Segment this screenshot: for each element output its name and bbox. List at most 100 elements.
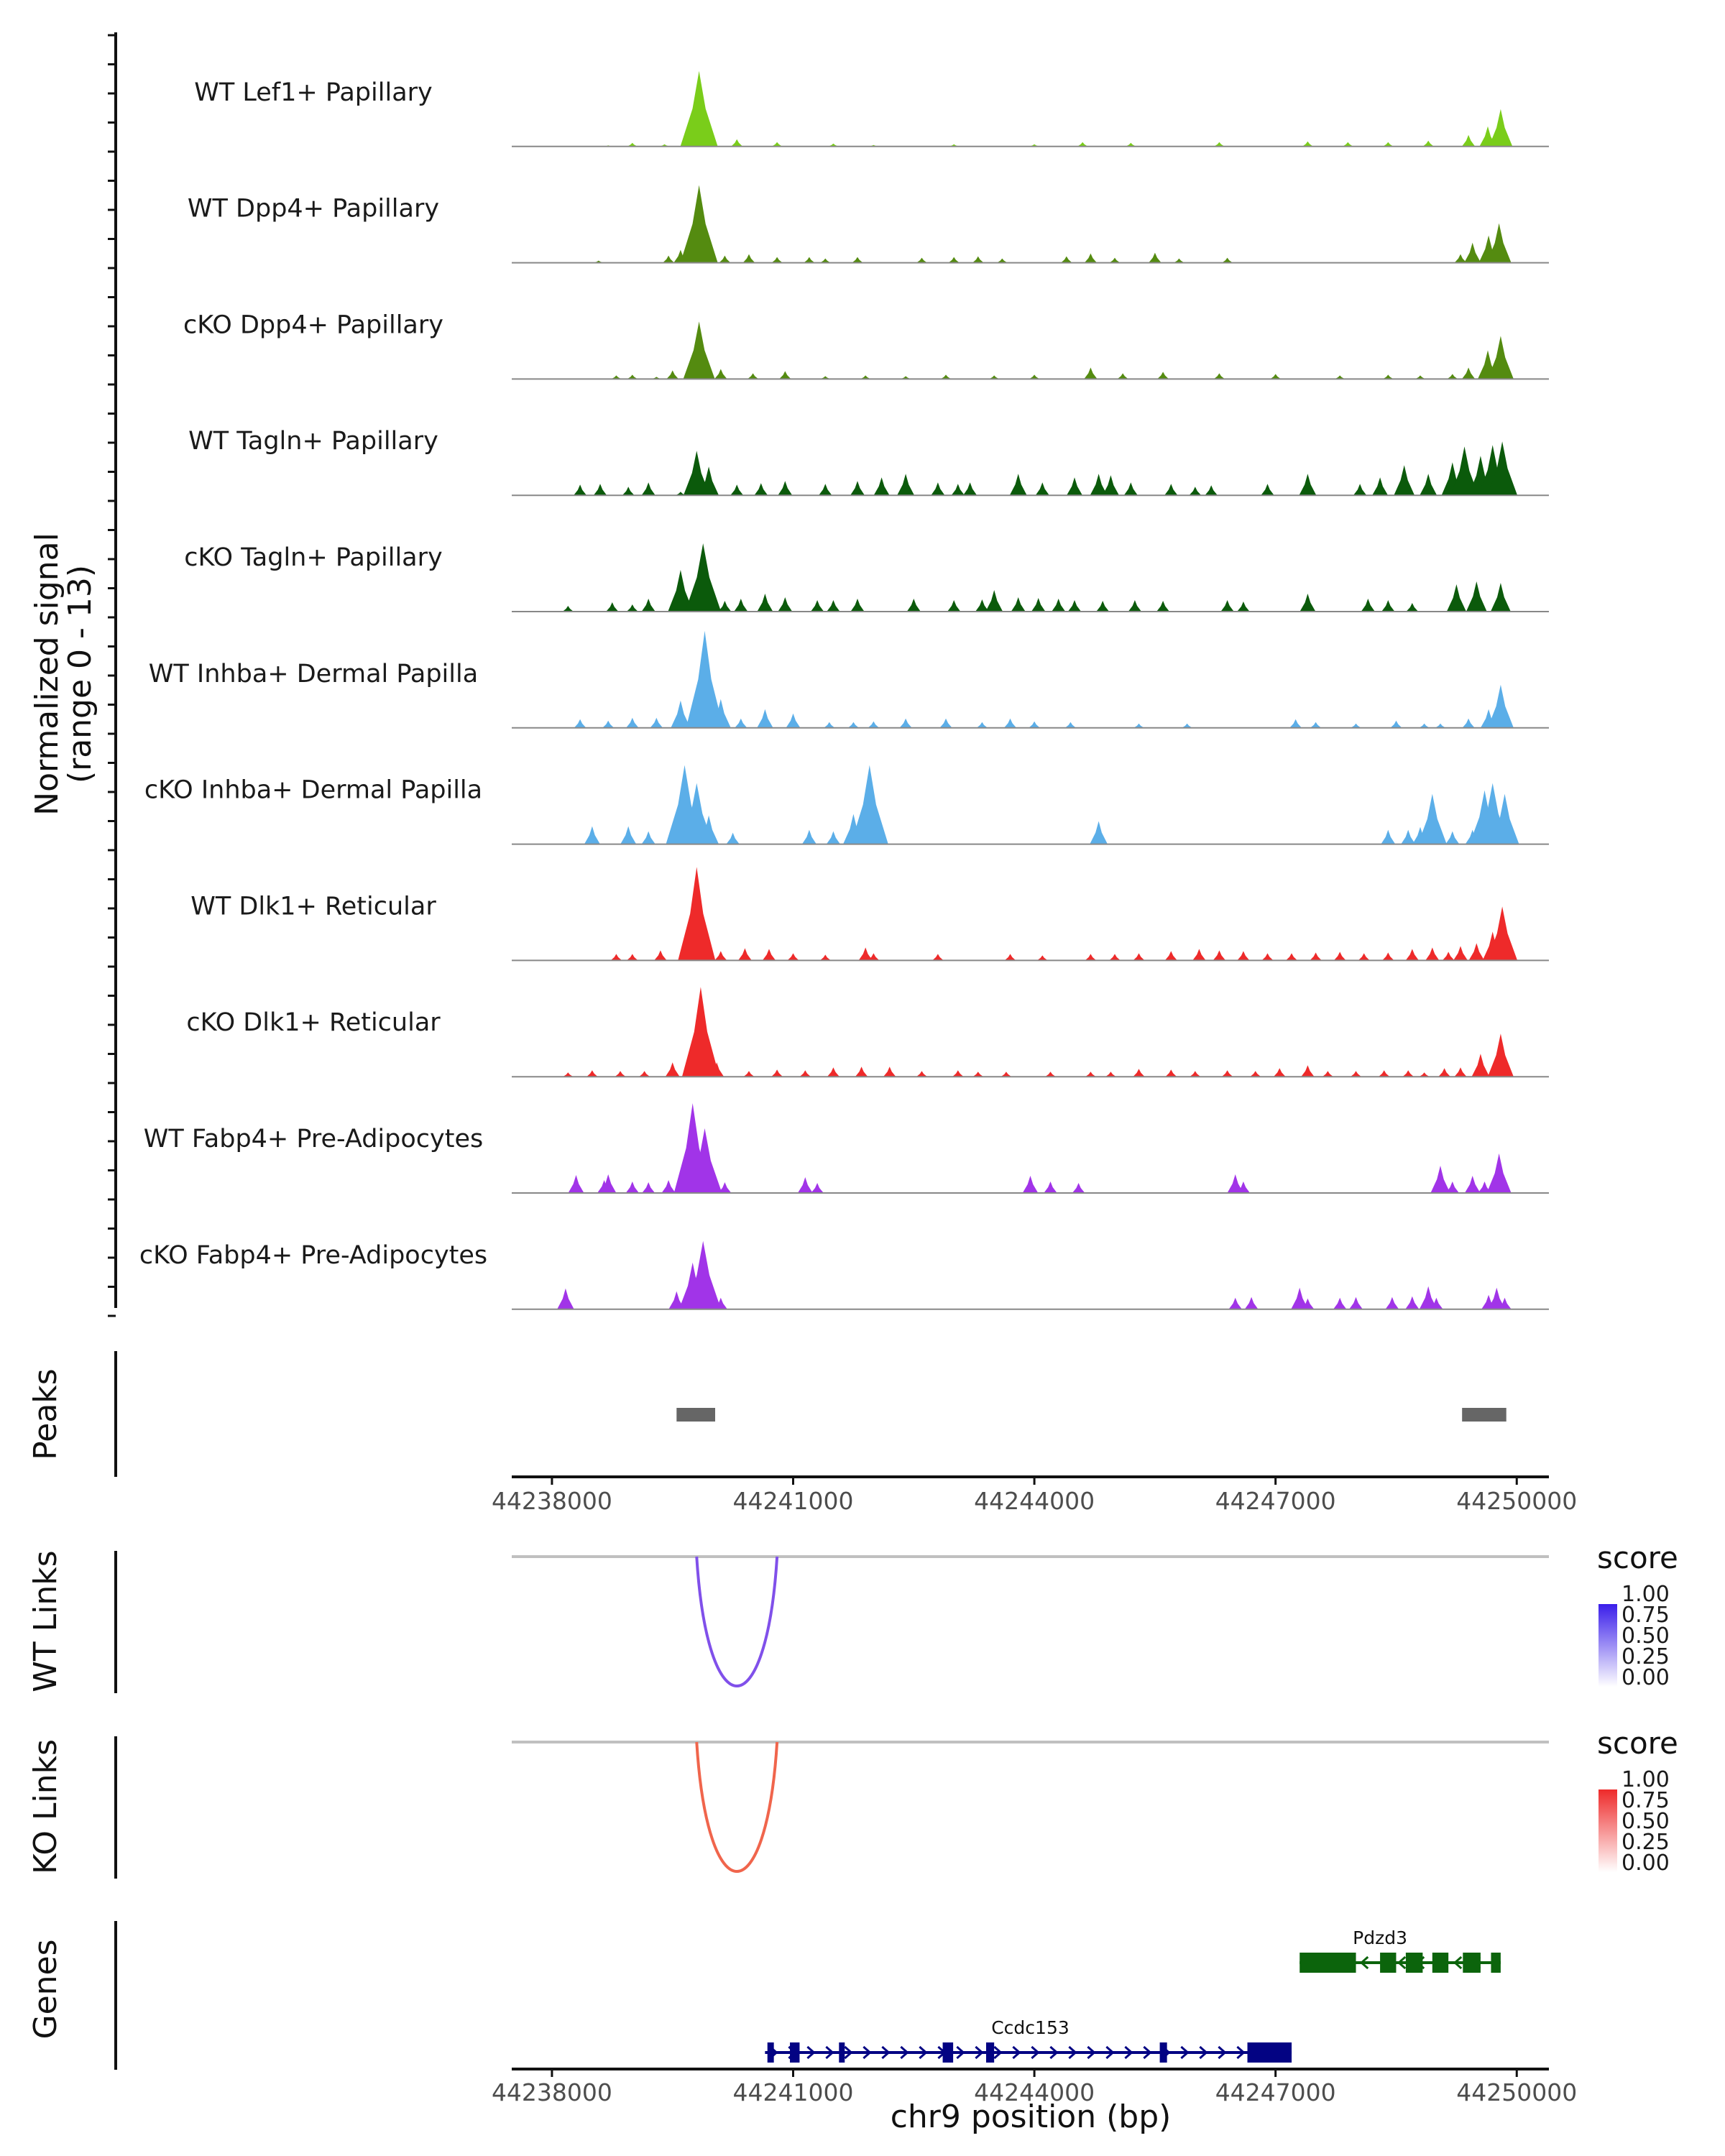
coverage-peak [1045,1072,1056,1077]
coverage-peak [574,719,586,728]
coverage-peak [726,832,740,844]
link-arc [695,1741,779,1873]
coverage-peak [972,1072,984,1077]
coverage-peak [1061,256,1072,263]
coverage-peak [951,484,965,496]
coverage-peak [1430,1297,1443,1309]
coverage-peak [1487,441,1518,496]
coverage-peak [627,374,638,379]
links-panel: WT Links KO Links [27,1550,1549,1879]
coverage-peak [1299,474,1317,496]
gene-exon [767,2042,774,2063]
track-cko-dpp4-papillary: cKO Dpp4+ Papillary [183,310,1549,380]
coverage-peak [827,1067,840,1077]
coverage-peak [940,374,952,379]
coverage-peak [1435,723,1446,728]
coverage-peak [699,466,719,496]
track-cko-tagln-papillary: cKO Tagln+ Papillary [184,543,1549,612]
coverage-peak [735,718,748,728]
coverage-peak [1438,1068,1450,1077]
coverage-peak [1156,601,1170,612]
coverage-peak [1310,952,1322,961]
coverage-peak [1301,1065,1315,1077]
gene-exon [1491,1953,1501,1973]
links-track-label: KO Links [27,1739,64,1874]
coverage-peak [757,709,773,728]
coverage-peak [1487,684,1514,728]
legend-tick-label: 1.00 [1622,1582,1670,1607]
coverage-peak [1406,603,1419,612]
coverage-peak [778,597,793,612]
strand-arrow [1031,2045,1040,2060]
coverage-peak [868,721,880,728]
coverage-peak [562,606,574,612]
x-tick-label: 44247000 [1215,1487,1336,1515]
coverage-peak [1487,906,1518,961]
coverage-peak [1192,949,1206,961]
coverage-peak [748,373,759,379]
gene-pdzd3: Pdzd3 [1300,1927,1501,1973]
coverage-peak [1165,1069,1177,1077]
coverage-peak [868,953,880,961]
coverage-peak [1349,1296,1363,1309]
strand-arrow [1236,2045,1246,2060]
gene-exon [1463,1953,1481,1973]
coverage-peak [1289,719,1302,728]
strand-arrow [956,2045,965,2060]
links-track-label: WT Links [27,1550,64,1692]
coverage-peak [1453,946,1468,961]
gene-exon [1300,1953,1356,1973]
track-cko-inhba-dermal-papilla: cKO Inhba+ Dermal Papilla [144,765,1549,845]
coverage-peak [1164,484,1178,496]
coverage-peak [819,484,832,496]
coverage-peak [626,604,638,612]
coverage-peak [1490,793,1519,844]
coverage-peak [1405,1296,1420,1309]
track-label: WT Lef1+ Papillary [194,78,433,107]
coverage-peak [963,482,978,496]
coverage-peak [860,375,871,379]
legend-colorbar [1598,1789,1617,1872]
genes-track-label: Genes [27,1939,64,2039]
coverage-peak [850,765,888,844]
coverage-peak [1351,723,1361,728]
coverage-peak [1227,1174,1243,1193]
track-wt-lef1-papillary: WT Lef1+ Papillary [194,70,1549,147]
coverage-peak [1189,487,1202,496]
coverage-peak [686,630,724,728]
coverage-peak [948,257,960,263]
coverage-peak [754,483,768,496]
coverage-peak [1461,134,1476,147]
track-cko-fabp4-pre-adipocytes: cKO Fabp4+ Pre-Adipocytes [139,1240,1549,1310]
track-wt-tagln-papillary: WT Tagln+ Papillary [188,427,1549,497]
coverage-peak [1333,952,1346,961]
coverage-peak [1133,1069,1145,1077]
coverage-peak [1402,1070,1414,1077]
coverage-peak [1000,1072,1012,1077]
coverage-peak [666,370,679,379]
coverage-peak [661,1180,676,1193]
coverage-peak [1077,142,1088,147]
coverage-peak [824,722,835,728]
coverage-peak [1214,142,1225,147]
legend-tick-label: 1.00 [1622,1767,1670,1792]
coverage-peak [1102,475,1119,496]
coverage-peak [626,717,639,728]
coverage-peak [1302,141,1313,147]
coverage-peak [1149,252,1162,263]
coverage-peak [1378,1070,1390,1077]
coverage-peak [1415,375,1425,379]
legend-title: score [1597,1540,1678,1575]
coverage-peak [641,482,656,496]
coverage-peak [1291,1287,1309,1309]
coverage-peak [1213,373,1225,379]
track-label: WT Inhba+ Dermal Papilla [149,660,478,688]
coverage-peak [1445,831,1460,844]
coverage-peak [931,482,945,496]
coverage-peak [771,257,783,263]
coverage-peak [1385,1296,1399,1309]
track-wt-dpp4-papillary: WT Dpp4+ Papillary [188,185,1549,264]
track-wt-dlk1-reticular: WT Dlk1+ Reticular [190,867,1549,962]
strand-arrow [1068,2045,1077,2060]
coverage-peak [1383,374,1394,379]
